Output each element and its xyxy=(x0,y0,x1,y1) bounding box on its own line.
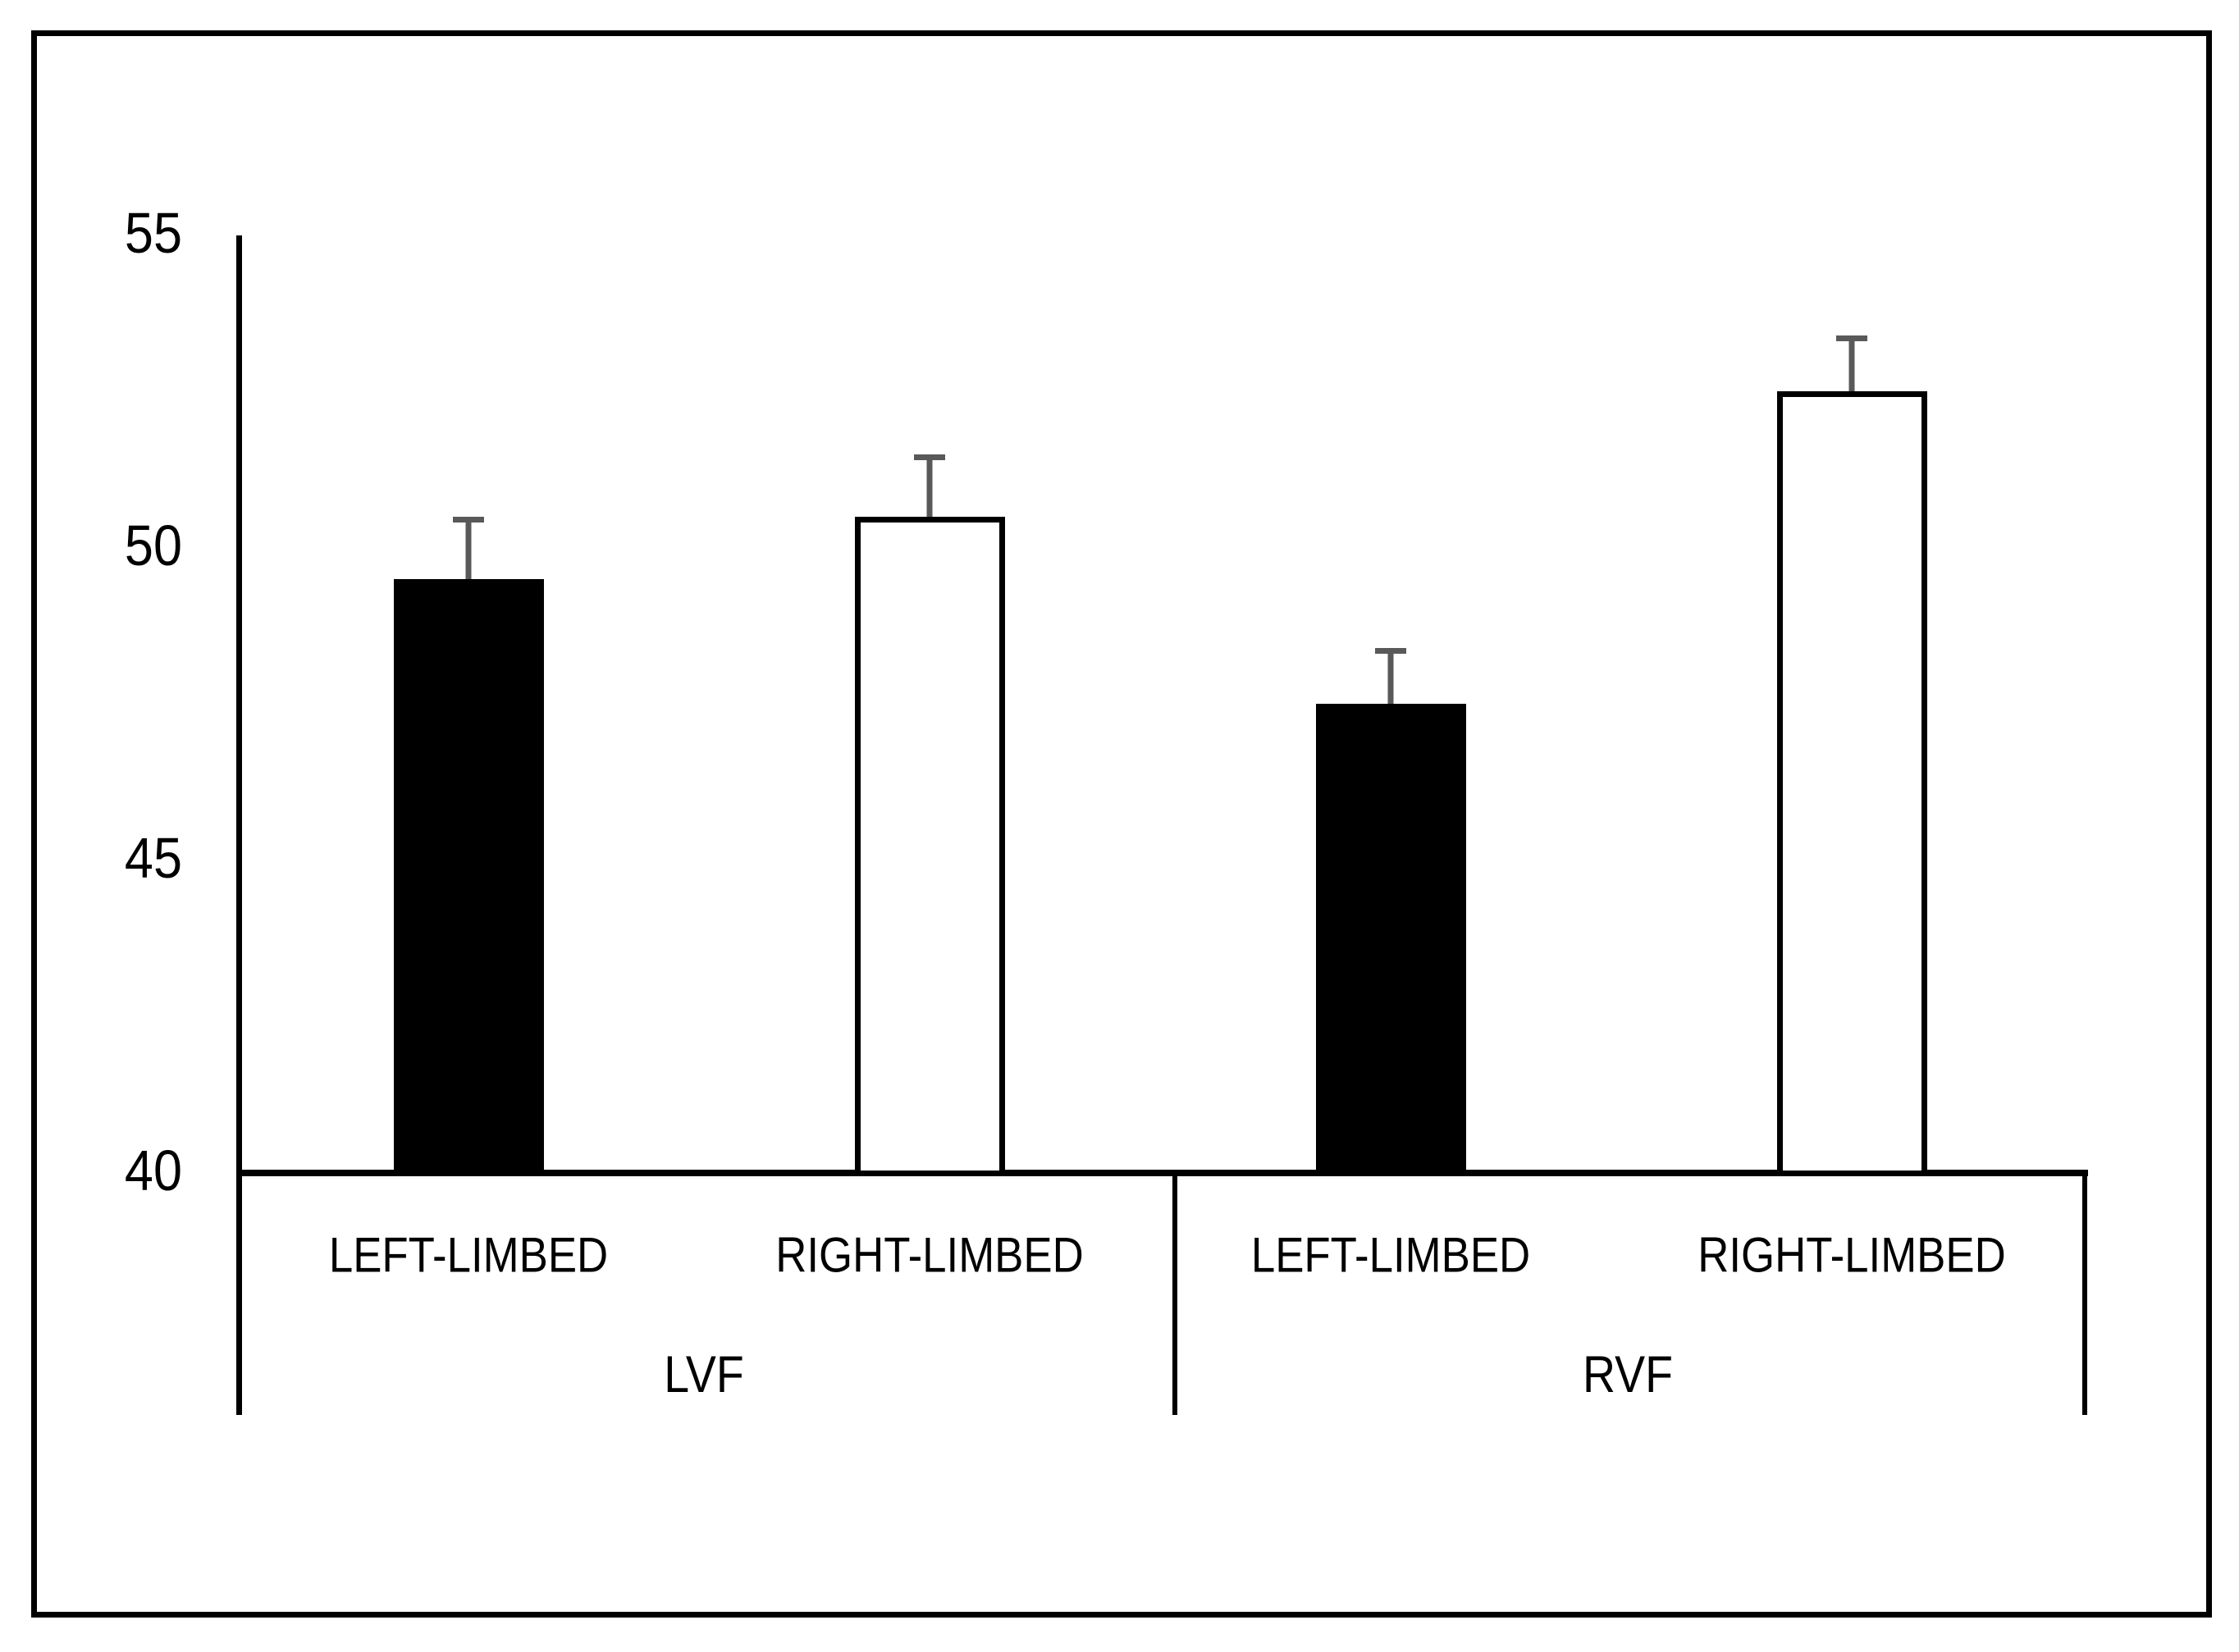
bar-rvf-left-limbed xyxy=(1315,647,1466,1176)
x-axis-line xyxy=(236,1170,2088,1176)
bar-rect xyxy=(1315,704,1466,1176)
y-axis-label-55: 55 xyxy=(124,200,182,265)
y-axis-label-45: 45 xyxy=(124,825,182,890)
error-bar xyxy=(453,516,484,588)
category-label-lvf-left-limbed: LEFT-LIMBED xyxy=(328,1227,609,1283)
error-bar xyxy=(1836,335,1867,400)
y-axis-label-40: 40 xyxy=(124,1138,182,1202)
lvf-rvf-divider-line xyxy=(1172,1170,1177,1415)
figure-border xyxy=(31,30,2212,1618)
y-axis-label-50: 50 xyxy=(124,513,182,577)
error-bar-stem xyxy=(926,454,933,525)
category-label-rvf-right-limbed: RIGHT-LIMBED xyxy=(1698,1227,2006,1283)
bar-lvf-right-limbed xyxy=(854,454,1005,1176)
bar-rvf-right-limbed xyxy=(1776,335,1927,1176)
bar-rect xyxy=(854,516,1005,1176)
group-label-lvf: LVF xyxy=(664,1346,744,1403)
y-axis-line xyxy=(236,235,242,1415)
bar-rect xyxy=(393,579,544,1176)
category-label-rvf-left-limbed: LEFT-LIMBED xyxy=(1250,1227,1531,1283)
error-bar xyxy=(1375,647,1406,713)
axis-right-boundary-line xyxy=(2082,1170,2087,1415)
category-label-lvf-right-limbed: RIGHT-LIMBED xyxy=(775,1227,1084,1283)
error-bar-stem xyxy=(1848,335,1855,400)
bar-lvf-left-limbed xyxy=(393,516,544,1176)
group-label-rvf: RVF xyxy=(1583,1346,1673,1403)
bar-rect xyxy=(1776,391,1927,1176)
error-bar-stem xyxy=(1387,647,1394,713)
error-bar-stem xyxy=(465,516,472,588)
error-bar xyxy=(914,454,945,525)
